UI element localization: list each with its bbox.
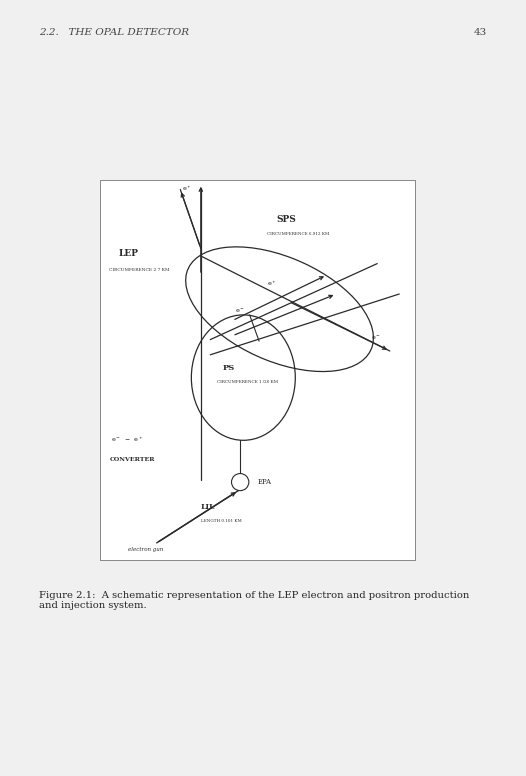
Text: CIRCUMFERENCE 6.912 KM: CIRCUMFERENCE 6.912 KM xyxy=(267,232,329,236)
Text: $\mathrm{e}^-$: $\mathrm{e}^-$ xyxy=(371,334,381,341)
Text: LENGTH 0.101 KM: LENGTH 0.101 KM xyxy=(201,519,241,523)
Text: 2.2.   THE OPAL DETECTOR: 2.2. THE OPAL DETECTOR xyxy=(39,28,189,37)
Text: CIRCUMFERENCE 2 7 KM: CIRCUMFERENCE 2 7 KM xyxy=(109,268,170,272)
Text: CIRCUMFERENCE 1 /26 KM: CIRCUMFERENCE 1 /26 KM xyxy=(217,380,278,384)
Text: CONVERTER: CONVERTER xyxy=(109,457,155,462)
Text: $\mathrm{e}^+$: $\mathrm{e}^+$ xyxy=(267,279,277,289)
Text: electron gun: electron gun xyxy=(128,546,164,552)
Text: EPA: EPA xyxy=(258,478,271,486)
Text: $\mathrm{e}^-$  $-$  $\mathrm{e}^+$: $\mathrm{e}^-$ $-$ $\mathrm{e}^+$ xyxy=(111,435,144,444)
Text: SPS: SPS xyxy=(276,215,296,223)
Text: Figure 2.1:  A schematic representation of the LEP electron and positron product: Figure 2.1: A schematic representation o… xyxy=(39,591,470,611)
Text: PS: PS xyxy=(223,364,235,372)
Text: 43: 43 xyxy=(473,28,487,37)
Text: LIL: LIL xyxy=(201,503,215,511)
Text: $\mathrm{e}^+$: $\mathrm{e}^+$ xyxy=(182,185,192,193)
Text: LEP: LEP xyxy=(119,249,139,258)
Text: $\mathrm{e}^-$: $\mathrm{e}^-$ xyxy=(236,307,246,315)
